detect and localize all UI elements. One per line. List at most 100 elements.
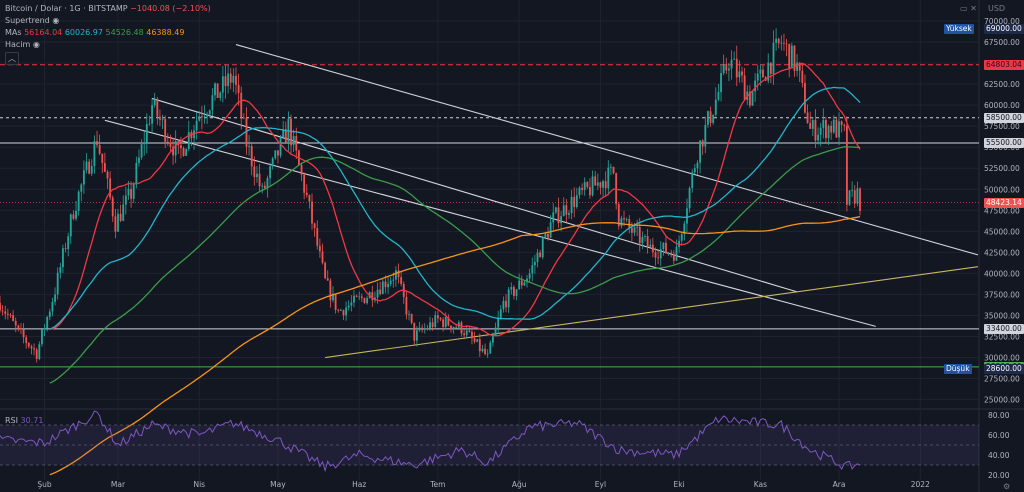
candle-body — [489, 342, 492, 354]
rsi-value: 30.71 — [20, 416, 44, 425]
candle-body — [756, 73, 759, 81]
candle-body — [303, 174, 306, 193]
level-label-2: 55500.00 — [984, 138, 1024, 148]
candle-body — [64, 248, 67, 250]
candle-body — [263, 185, 266, 189]
candle-body — [72, 214, 75, 219]
candle-body — [235, 75, 237, 85]
candle-body — [450, 325, 452, 330]
candle-body — [119, 213, 122, 221]
candle-body — [216, 83, 219, 98]
candle-body — [547, 233, 549, 238]
candle-body — [429, 322, 431, 329]
candle-body — [604, 181, 607, 189]
candle-body — [426, 328, 429, 330]
marker-name-0: Yüksek — [944, 24, 974, 35]
candle-body — [512, 287, 515, 296]
candle-body — [143, 142, 146, 145]
candle-body — [392, 279, 395, 281]
window-icon[interactable]: ▭ — [960, 4, 968, 13]
trendline-2 — [151, 97, 798, 293]
candle-body — [43, 328, 46, 330]
collapse-legend-button[interactable]: ︿ — [5, 52, 19, 65]
pane-controls[interactable]: ▭ ✕ — [960, 4, 977, 13]
candle-body — [788, 44, 791, 69]
price-tick-6: 40000.00 — [984, 269, 1020, 278]
candle-body — [311, 201, 313, 224]
candle-body — [245, 118, 248, 147]
volume-label: Hacim — [5, 40, 31, 49]
candle-body — [67, 236, 70, 250]
candle-body — [625, 219, 628, 220]
currency-select[interactable]: USD — [988, 4, 1005, 13]
candle-body — [30, 346, 33, 349]
candle-body — [494, 327, 497, 337]
supertrend-legend[interactable]: Supertrend ◉ — [5, 16, 59, 25]
level-label-1: 58500.00 — [984, 112, 1024, 123]
ma-value-2: 60026.97 — [64, 28, 103, 37]
currency-label: USD — [988, 4, 1006, 13]
candle-body — [38, 344, 41, 359]
candle-body — [777, 38, 780, 44]
candle-body — [106, 171, 109, 179]
candle-body — [769, 62, 772, 74]
candle-body — [762, 69, 764, 78]
supertrend-label: Supertrend — [5, 16, 50, 25]
candle-body — [174, 141, 177, 156]
last-price-label: 48423.14 — [984, 197, 1024, 208]
candle-body — [817, 134, 819, 141]
candle-body — [444, 317, 447, 328]
candle-body — [707, 111, 709, 125]
candle-body — [646, 236, 649, 247]
candle-body — [793, 45, 796, 71]
candle-body — [295, 136, 298, 151]
candle-body — [806, 112, 809, 123]
candle-body — [434, 315, 437, 327]
candle-body — [822, 120, 825, 128]
candle-body — [725, 64, 728, 71]
interval[interactable]: 1G — [69, 4, 81, 13]
price-tick-0: 25000.00 — [984, 396, 1020, 405]
candle-body — [122, 204, 125, 221]
candle-body — [704, 124, 707, 147]
candle-body — [801, 70, 804, 83]
candle-body — [484, 348, 486, 355]
candle-body — [840, 121, 843, 125]
candle-body — [339, 310, 342, 311]
candle-body — [528, 273, 531, 279]
candle-body — [135, 162, 138, 185]
candle-body — [531, 265, 534, 274]
candle-body — [384, 281, 387, 288]
candle-body — [187, 132, 190, 150]
candle-body — [623, 218, 625, 220]
candle-body — [418, 327, 421, 331]
candle-body — [41, 329, 43, 345]
volume-legend[interactable]: Hacim ◉ — [5, 40, 40, 49]
settings-gear-icon[interactable]: ⚙ — [1003, 482, 1011, 491]
candle-body — [486, 353, 489, 355]
close-icon[interactable]: ✕ — [970, 4, 977, 13]
ma-legend[interactable]: MAs 56164.04 60026.97 54526.48 46388.49 — [5, 28, 184, 37]
candle-body — [439, 318, 442, 320]
candle-body — [686, 208, 688, 224]
eye-icon[interactable]: ◉ — [52, 16, 60, 25]
level-label-3: 33400.00 — [984, 323, 1024, 334]
candle-body — [735, 58, 738, 78]
ma-label: MAs — [5, 28, 22, 37]
rsi-legend[interactable]: RSI 30.71 — [5, 416, 43, 425]
candle-body — [326, 278, 329, 281]
ma-line-200 — [49, 216, 861, 476]
candle-body — [471, 331, 473, 339]
candle-body — [633, 226, 636, 233]
candle-body — [93, 141, 96, 167]
candle-body — [214, 83, 216, 96]
symbol-title[interactable]: Bitcoin / Dolar — [5, 4, 62, 13]
candle-body — [589, 187, 591, 196]
candle-body — [814, 120, 817, 141]
candle-body — [657, 257, 660, 259]
candle-body — [51, 301, 54, 312]
candle-body — [266, 178, 269, 189]
eye-icon[interactable]: ◉ — [32, 40, 40, 49]
